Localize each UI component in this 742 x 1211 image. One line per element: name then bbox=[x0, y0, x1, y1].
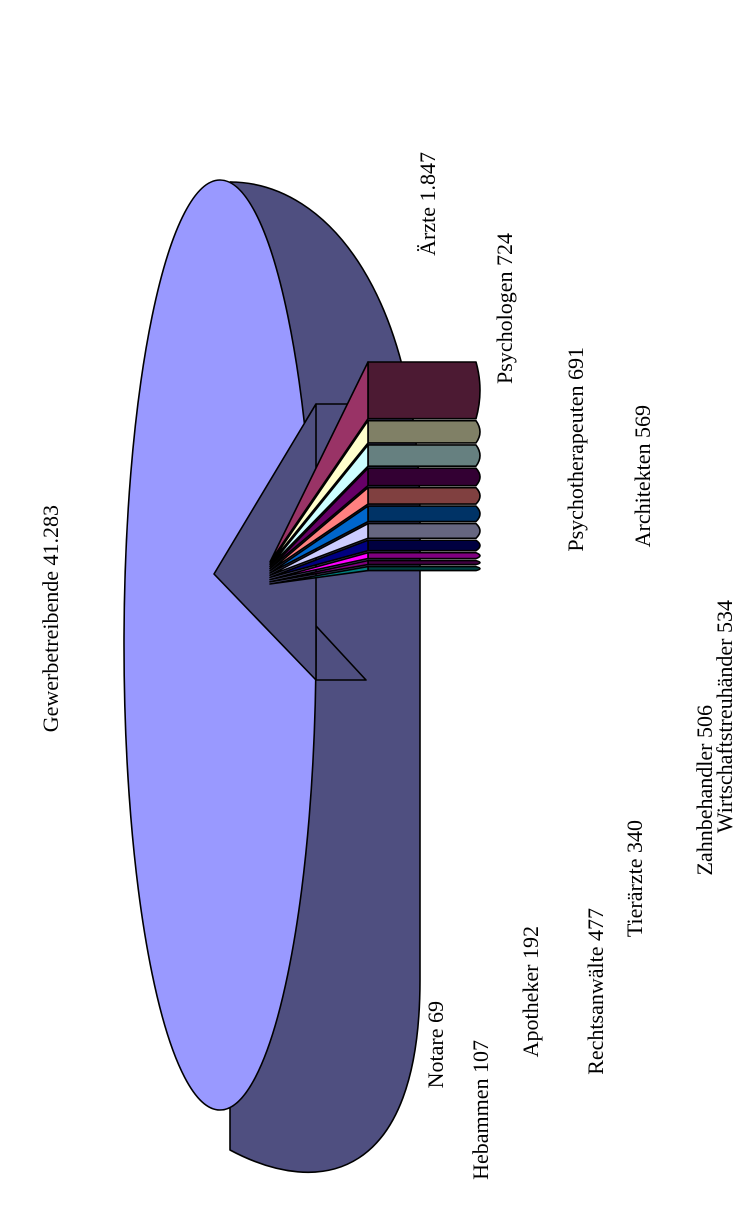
slice-hebammen bbox=[269, 559, 481, 583]
slice-psychotherapeuten-top bbox=[269, 444, 369, 568]
slice-apotheker-top bbox=[269, 551, 369, 581]
slice-wirtschaftstreuhaender-side bbox=[367, 486, 481, 505]
label-aerzte: Ärzte 1.847 bbox=[415, 152, 440, 256]
slice-tieraerzte-side bbox=[367, 539, 481, 552]
slice-psychologen bbox=[269, 419, 481, 565]
slice-tieraerzte-top bbox=[269, 539, 369, 579]
slice-psychologen-side bbox=[367, 419, 481, 444]
slice-rechtsanwaelte-side bbox=[367, 522, 481, 540]
slice-aerzte bbox=[269, 361, 481, 563]
slice-hebammen-side bbox=[367, 559, 481, 566]
slice-aerzte-side bbox=[367, 361, 481, 420]
slice-psychotherapeuten-side bbox=[367, 444, 481, 467]
slice-architekten bbox=[269, 467, 481, 570]
slice-psychotherapeuten bbox=[269, 444, 481, 568]
label-hebammen: Hebammen 107 bbox=[468, 1040, 493, 1180]
slice-zahnbehandler bbox=[269, 505, 481, 574]
data-labels: Gewerbetreibende 41.283 Ärzte 1.847 Psycho… bbox=[38, 152, 737, 1180]
slice-architekten-side bbox=[367, 467, 481, 487]
slice-rechtsanwaelte bbox=[269, 522, 481, 576]
label-wirtschaftstreuhaender: Wirtschaftstreuhänder 534 bbox=[712, 600, 737, 833]
slice-notare bbox=[269, 565, 481, 585]
label-gewerbetreibende: Gewerbetreibende 41.283 bbox=[38, 505, 63, 732]
exploded-slices bbox=[269, 361, 481, 585]
label-notare: Notare 69 bbox=[423, 1001, 448, 1088]
slice-wirtschaftstreuhaender-top bbox=[269, 486, 369, 572]
label-architekten: Architekten 569 bbox=[630, 405, 655, 547]
slice-hebammen-top bbox=[269, 559, 369, 583]
label-psychotherapeuten: Psychotherapeuten 691 bbox=[563, 347, 588, 552]
slice-wirtschaftstreuhaender bbox=[269, 486, 481, 572]
label-apotheker: Apotheker 192 bbox=[518, 926, 543, 1057]
slice-zahnbehandler-side bbox=[367, 505, 481, 523]
label-psychologen: Psychologen 724 bbox=[492, 233, 517, 384]
slice-notare-side bbox=[367, 565, 481, 572]
slice-architekten-top bbox=[269, 467, 369, 570]
slice-aerzte-top bbox=[269, 361, 369, 563]
slice-apotheker-side bbox=[367, 551, 481, 560]
slice-apotheker bbox=[269, 551, 481, 581]
label-zahnbehandler: Zahnbehandler 506 bbox=[692, 705, 717, 875]
slice-psychologen-top bbox=[269, 419, 369, 565]
slice-notare-top bbox=[269, 565, 369, 585]
slice-gewerbetreibende bbox=[123, 179, 421, 1174]
label-tieraerzte: Tierärzte 340 bbox=[622, 820, 647, 937]
slice-tieraerzte bbox=[269, 539, 481, 579]
label-rechtsanwaelte: Rechtsanwälte 477 bbox=[583, 908, 608, 1075]
slice-zahnbehandler-top bbox=[269, 505, 369, 574]
slice-rechtsanwaelte-top bbox=[269, 522, 369, 576]
